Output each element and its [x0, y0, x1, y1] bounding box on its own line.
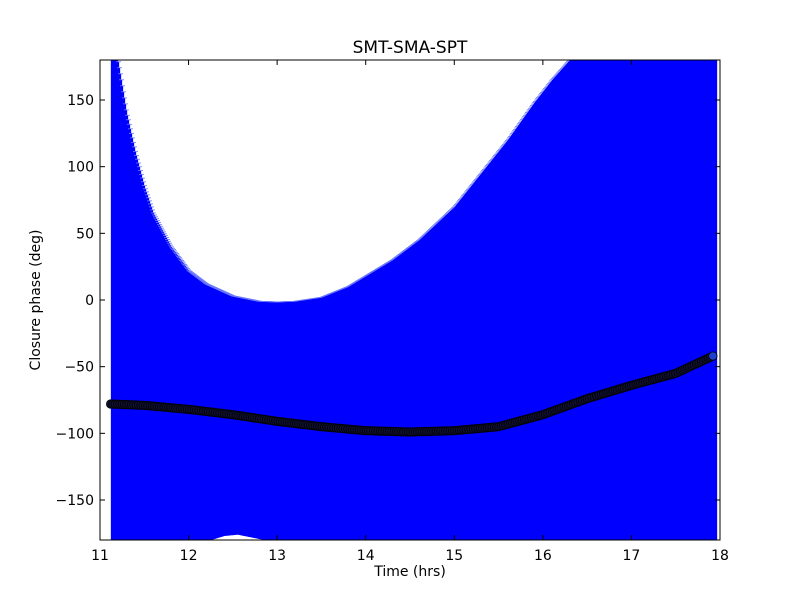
x-tick-label: 17 [623, 548, 641, 564]
y-tick-label: −50 [64, 360, 94, 376]
y-tick-label: −150 [56, 493, 94, 509]
chart-title: SMT-SMA-SPT [353, 38, 468, 58]
x-tick-label: 15 [445, 548, 463, 564]
y-axis-label: Closure phase (deg) [28, 230, 44, 371]
x-axis-label: Time (hrs) [373, 564, 446, 580]
y-tick-label: −100 [56, 426, 94, 442]
x-tick-label: 18 [711, 548, 729, 564]
x-axis-ticks: 11 12 13 14 15 16 17 18 [91, 60, 729, 564]
x-tick-label: 12 [180, 548, 198, 564]
y-tick-label: 50 [76, 226, 94, 242]
errorbar-layer [109, 60, 719, 540]
y-tick-label: 100 [67, 160, 94, 176]
x-tick-label: 13 [268, 548, 286, 564]
y-tick-label: 150 [67, 93, 94, 109]
x-tick-label: 11 [91, 548, 109, 564]
plot-area [106, 60, 719, 540]
x-tick-label: 16 [534, 548, 552, 564]
x-tick-label: 14 [357, 548, 375, 564]
data-points-layer [106, 351, 718, 437]
y-tick-label: 0 [85, 293, 94, 309]
data-point [708, 351, 718, 361]
y-axis-ticks: −150 −100 −50 0 50 100 150 [56, 93, 720, 509]
